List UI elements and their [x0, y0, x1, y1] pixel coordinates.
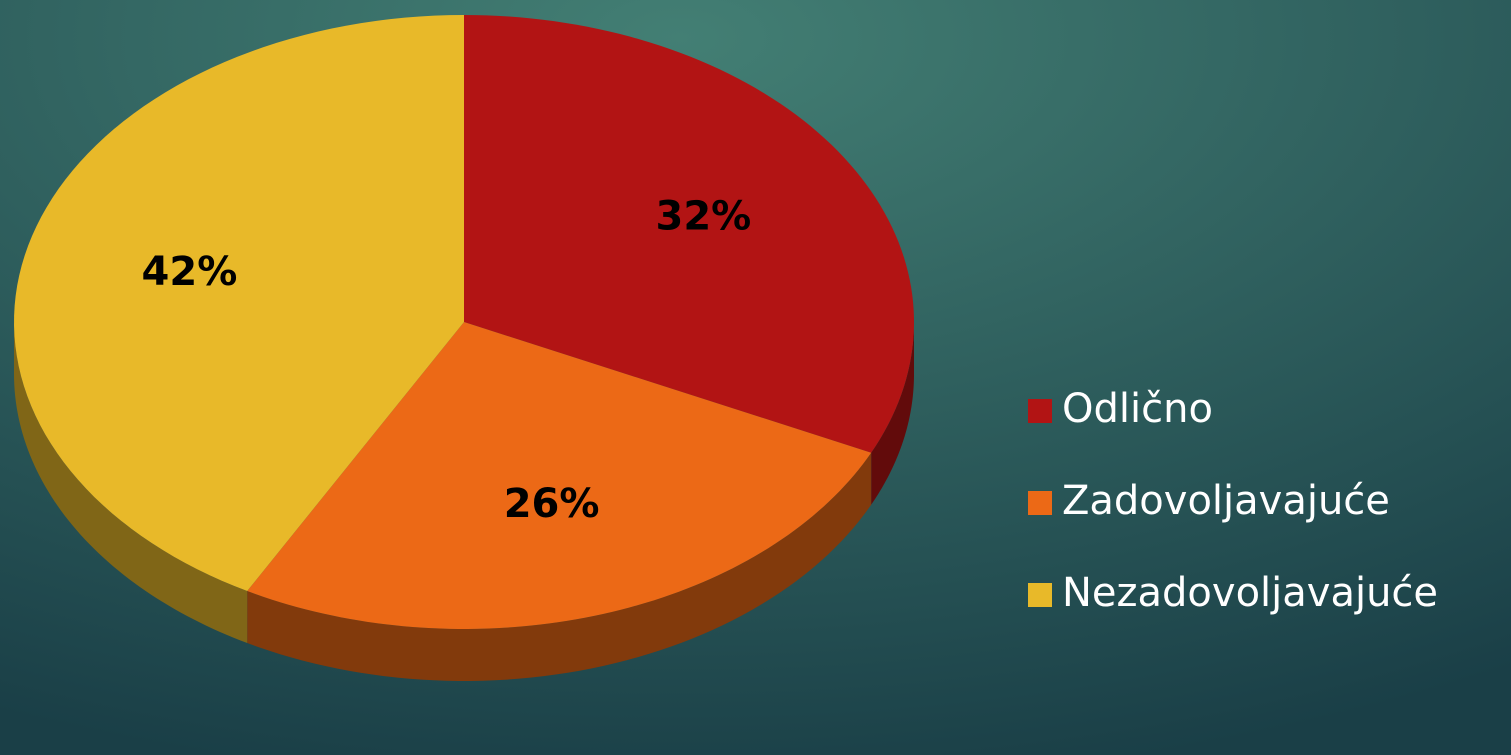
- legend-swatch: [1028, 491, 1052, 515]
- legend-swatch: [1028, 399, 1052, 423]
- legend-swatch: [1028, 583, 1052, 607]
- legend: Odlično Zadovoljavajuće Nezadovoljavajuće: [1028, 386, 1438, 616]
- slice-side: [871, 322, 914, 505]
- pie: 32% 26% 42%: [14, 15, 914, 681]
- data-label: 26%: [504, 481, 600, 527]
- data-label: 42%: [142, 249, 238, 295]
- data-label: 32%: [655, 193, 751, 239]
- slice: [14, 15, 465, 592]
- slice-side: [247, 452, 872, 681]
- legend-label: Odlično: [1062, 386, 1213, 432]
- legend-label: Nezadovoljavajuće: [1062, 570, 1438, 616]
- slice-side: [14, 322, 248, 644]
- slice: [464, 15, 914, 453]
- legend-label: Zadovoljavajuće: [1062, 478, 1390, 524]
- slice: [247, 322, 872, 629]
